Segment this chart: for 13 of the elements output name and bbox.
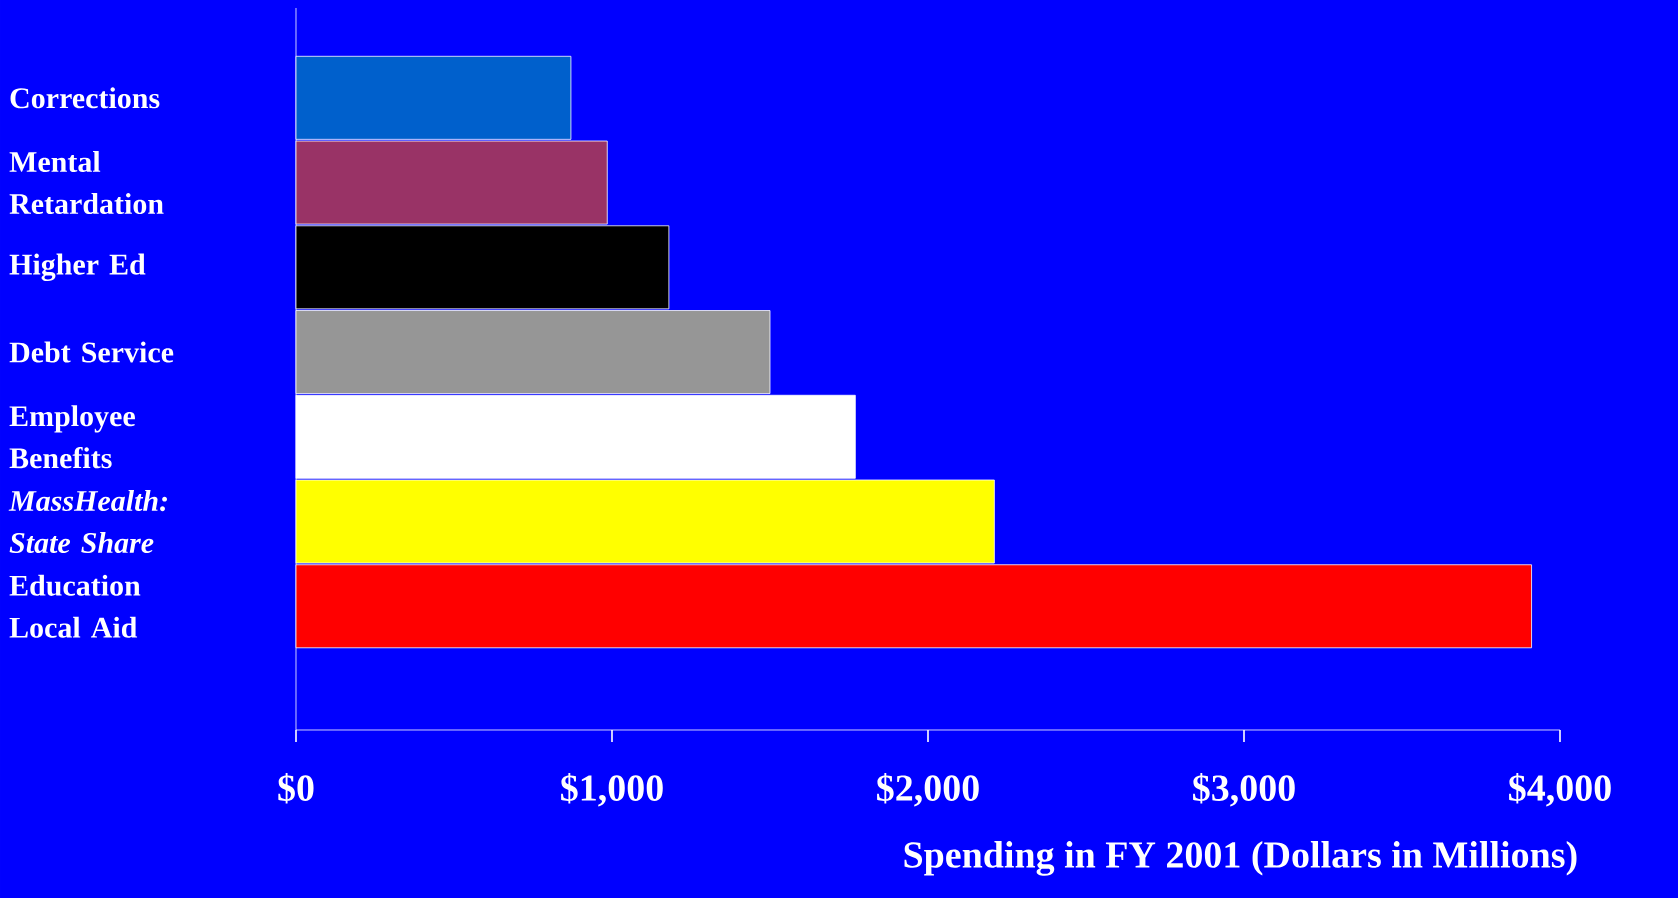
x-tick-label: $2,000	[877, 773, 979, 807]
y-tick-label: Employee Benefits	[9, 405, 135, 469]
y-tick-label: Debt Service	[9, 341, 174, 363]
x-tick-label: $0	[278, 773, 314, 804]
y-tick-label: MassHealth: State Share	[8, 489, 167, 554]
y-tick-label: Corrections	[10, 87, 160, 109]
x-axis-title: Spending in FY 2001 (Dollars in Millions)	[904, 841, 1577, 876]
y-tick-label: Higher Ed	[9, 253, 146, 282]
x-tick-label: $1,000	[561, 773, 663, 807]
y-tick-label: Education Local Aid	[9, 574, 141, 638]
x-tick-label: $3,000	[1193, 773, 1295, 807]
y-tick-label: Mental Retardation	[9, 151, 164, 215]
x-tick-label: $4,000	[1509, 773, 1611, 807]
